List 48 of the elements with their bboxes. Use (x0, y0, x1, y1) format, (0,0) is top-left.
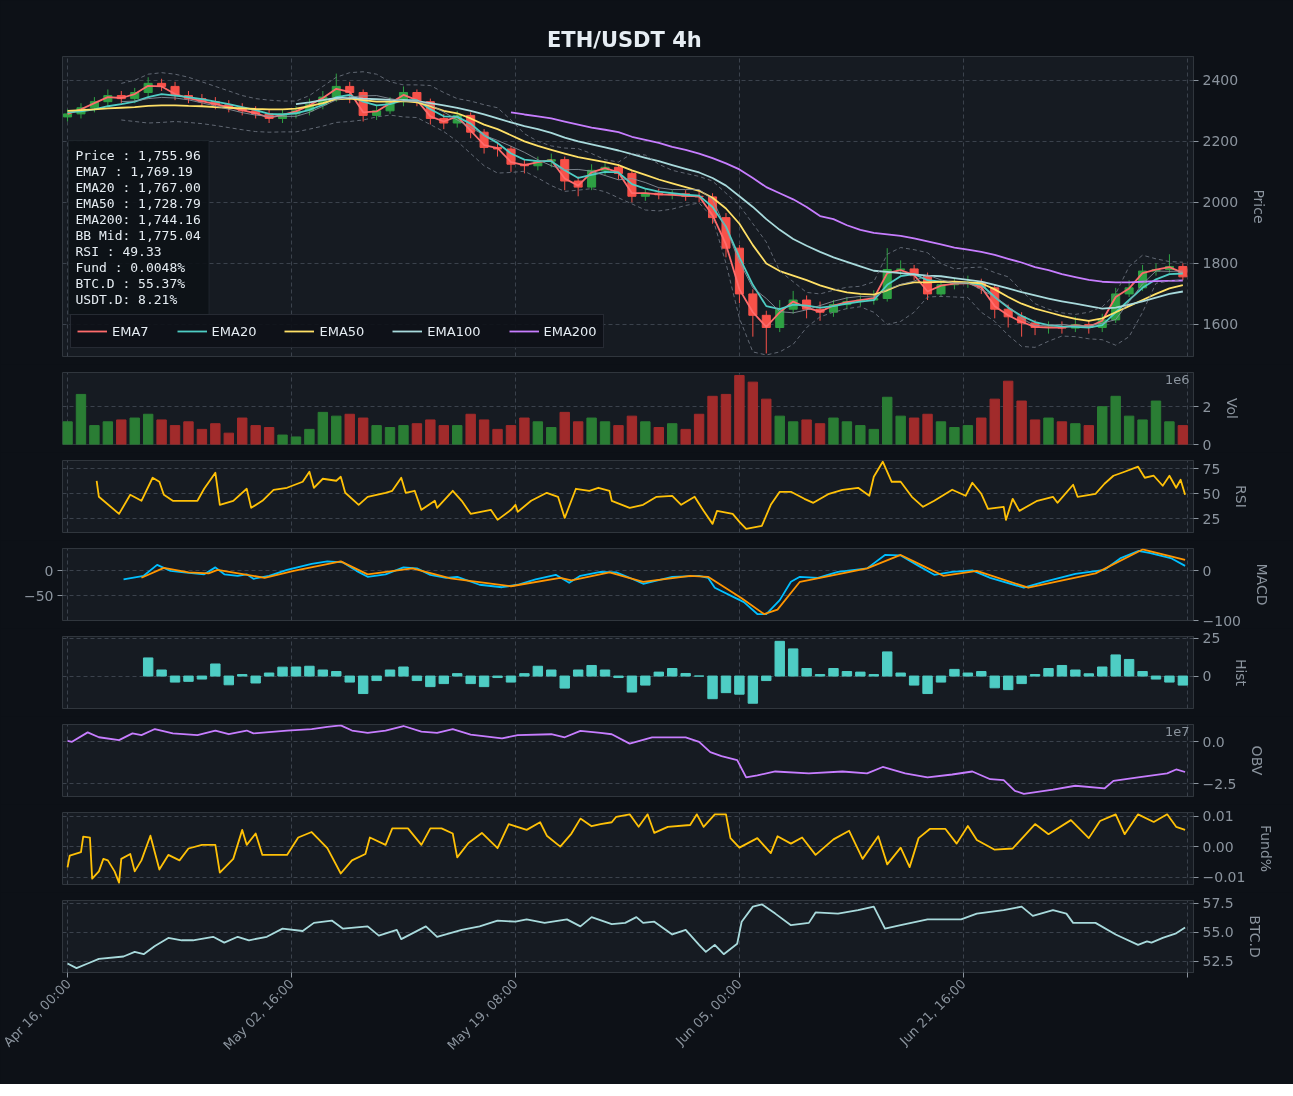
annotation: Price : 1,755.96 (75, 148, 201, 163)
y2-axis-title: MACD (1253, 563, 1270, 606)
y-tick-label: 50 (1202, 485, 1221, 502)
y-tick-label: 57.5 (1202, 895, 1234, 912)
y-tick-label: −50 (23, 587, 54, 604)
legend-label: EMA200 (543, 323, 597, 339)
annotation: RSI : 49.33 (75, 244, 162, 259)
y-tick-label: 0.0 (1202, 733, 1225, 750)
y-axis-title: RSI (1233, 485, 1250, 508)
y-tick-label: −2.5 (1202, 775, 1237, 792)
annotation: 1e7 (1164, 723, 1190, 739)
y-tick-label: 2 (1202, 398, 1212, 415)
y-tick-label: 55.0 (1202, 924, 1234, 941)
chart-title: ETH/USDT 4h (546, 27, 702, 52)
annotation: EMA20 : 1,767.00 (75, 180, 201, 195)
annotation: EMA7 : 1,769.19 (75, 164, 193, 179)
y-tick-label: 25 (1202, 630, 1221, 647)
y2-tick-label: −100 (1202, 612, 1241, 629)
y-tick-label: 75 (1202, 460, 1221, 477)
y-axis-title: Price (1251, 189, 1268, 224)
y-tick-label: −0.01 (1202, 869, 1246, 886)
annotation: 1e6 (1164, 371, 1190, 387)
legend-label: EMA7 (112, 323, 149, 339)
legend-label: EMA20 (211, 323, 257, 339)
annotation: Fund : 0.0048% (75, 260, 186, 275)
annotation: BB Mid: 1,775.04 (75, 228, 201, 243)
y-tick-label: 0.01 (1202, 808, 1234, 825)
y-tick-label: 2400 (1202, 72, 1239, 89)
y-axis-title: Hist (1233, 658, 1250, 687)
y-axis-title: BTC.D (1246, 915, 1263, 958)
y-tick-label: 2000 (1202, 194, 1239, 211)
annotation: BTC.D : 55.37% (75, 276, 186, 291)
y-tick-label: 2200 (1202, 133, 1239, 150)
y-tick-label: 0.00 (1202, 838, 1234, 855)
y-tick-label: 1600 (1202, 316, 1239, 333)
annotation: EMA50 : 1,728.79 (75, 196, 201, 211)
y-axis-title: Fund% (1258, 824, 1275, 873)
y-tick-label: 1800 (1202, 255, 1239, 272)
y-tick-label: 0 (1202, 668, 1212, 685)
y-tick-label: 0 (1202, 436, 1212, 453)
legend-label: EMA50 (319, 323, 365, 339)
annotation: EMA200: 1,744.16 (75, 212, 201, 227)
annotation: USDT.D: 8.21% (75, 292, 178, 307)
legend-label: EMA100 (427, 323, 481, 339)
y-tick-label: 52.5 (1202, 953, 1234, 970)
y-axis-title: OBV (1249, 745, 1266, 776)
y-tick-label: 25 (1202, 510, 1221, 527)
y-axis-title: Vol (1224, 398, 1241, 419)
